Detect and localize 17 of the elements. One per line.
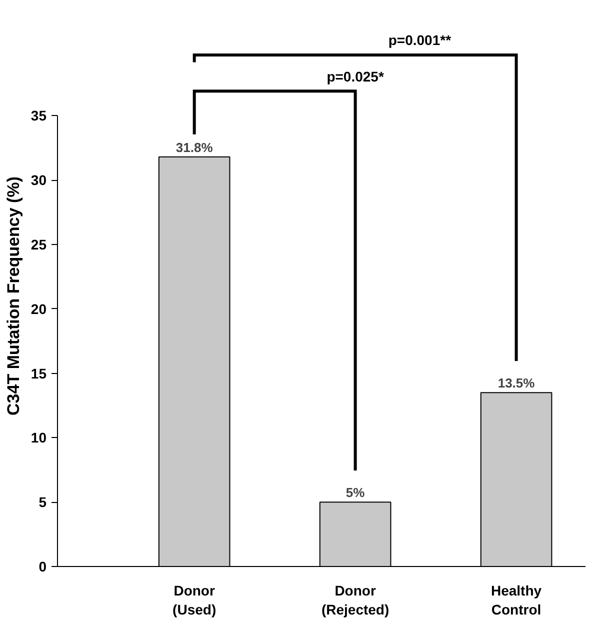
y-tick-label: 35	[30, 108, 47, 124]
x-tick-label: Donor (Rejected)	[321, 582, 390, 618]
y-tick-label: 25	[30, 236, 47, 252]
data-label: 31.8%	[176, 140, 214, 155]
x-tick-label: Healthy Control	[490, 582, 542, 618]
y-tick-label: 20	[30, 300, 47, 317]
x-tick-label: Donor (Used)	[172, 582, 216, 618]
text: p=0.001**	[388, 32, 452, 48]
y-tick-label: 0	[38, 558, 47, 574]
data-label: 13.5%	[498, 376, 536, 391]
y-tick-label: 30	[30, 172, 47, 188]
data-label: 5%	[346, 485, 366, 500]
text: p=0.025*	[326, 68, 384, 84]
y-tick-label: 5	[38, 494, 47, 510]
y-axis-title: C34T Mutation Frequency (%)	[4, 176, 23, 416]
y-tick-label: 15	[30, 365, 47, 382]
y-tick-label: 10	[30, 430, 47, 446]
